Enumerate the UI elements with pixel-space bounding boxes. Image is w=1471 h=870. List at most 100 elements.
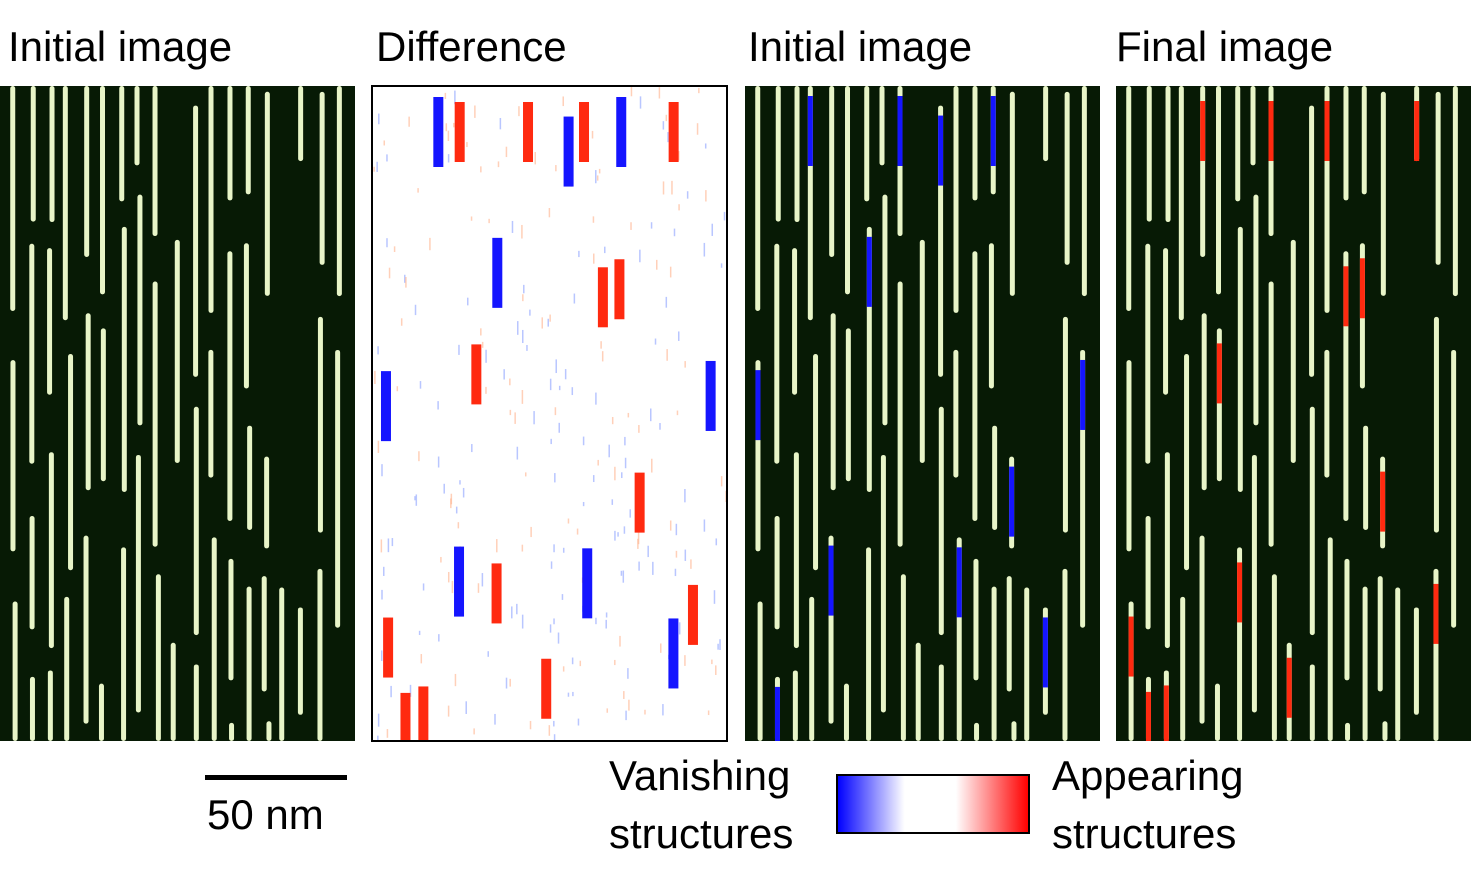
nanowire-segment	[1345, 722, 1351, 741]
difference-noise	[523, 284, 525, 294]
nanowire-segment	[1363, 425, 1369, 531]
nanowire-segment	[813, 354, 819, 571]
difference-noise	[557, 632, 560, 644]
nanowire-segment	[972, 251, 978, 521]
nanowire-segment	[1064, 91, 1070, 265]
difference-noise	[381, 589, 383, 600]
appearing-segment	[1268, 101, 1274, 161]
nanowire-segment	[297, 607, 303, 715]
appearing-segment	[1163, 685, 1169, 741]
difference-noise	[720, 263, 723, 268]
nanowire-segment	[1237, 226, 1243, 493]
difference-appearing-blob	[541, 658, 552, 719]
initial-image-afm	[0, 86, 355, 741]
difference-noise	[558, 422, 560, 433]
nanowire-segment	[336, 86, 342, 297]
difference-noise	[383, 566, 385, 576]
difference-noise	[494, 713, 496, 725]
difference-noise	[438, 634, 440, 642]
appearing-segment	[1433, 583, 1439, 644]
nanowire-segment	[29, 243, 35, 464]
nanowire-segment	[100, 86, 106, 295]
difference-noise	[595, 170, 597, 184]
nanowire-segment	[1377, 576, 1383, 692]
difference-noise	[522, 294, 524, 302]
difference-noise	[473, 728, 475, 735]
nanowire-segment	[121, 547, 127, 741]
nanowire-segment	[845, 328, 851, 482]
nanowire-segment	[193, 105, 199, 377]
difference-noise	[393, 246, 396, 252]
difference-noise	[390, 685, 392, 698]
difference-noise	[614, 466, 616, 481]
nanowire-segment	[1235, 86, 1241, 202]
nanowire-segment	[1024, 587, 1030, 741]
nanowire-segment	[829, 86, 835, 257]
difference-noise	[571, 387, 574, 396]
difference-noise	[624, 436, 626, 446]
initial-image-overlay-panel	[745, 86, 1100, 741]
nanowire-segment	[62, 86, 68, 321]
difference-noise	[419, 381, 422, 389]
difference-noise	[582, 501, 585, 507]
nanowire-segment	[85, 313, 91, 491]
difference-vanishing-blob	[705, 360, 716, 431]
difference-noise	[374, 370, 376, 384]
difference-noise	[677, 331, 680, 341]
difference-noise	[550, 438, 552, 445]
difference-noise	[704, 143, 707, 149]
difference-noise	[373, 166, 375, 172]
difference-noise	[377, 346, 379, 355]
difference-noise	[466, 142, 468, 148]
nanowire-segment	[900, 574, 906, 741]
difference-noise	[595, 617, 597, 625]
nanowire-segment	[49, 86, 55, 223]
nanowire-segment	[794, 86, 800, 223]
vanishing-segment	[1042, 617, 1048, 688]
difference-noise	[522, 329, 524, 344]
nanowire-segment	[68, 354, 74, 571]
appearing-segment	[1128, 616, 1134, 677]
difference-appearing-blob	[597, 267, 608, 328]
nanowire-segment	[897, 281, 903, 547]
difference-noise	[408, 116, 410, 127]
difference-appearing-blob	[668, 102, 679, 162]
difference-noise	[391, 538, 394, 547]
difference-noise	[662, 121, 665, 130]
difference-noise	[567, 692, 570, 697]
difference-noise	[614, 659, 616, 666]
nanowire-segment	[1344, 558, 1350, 681]
difference-noise	[377, 735, 379, 740]
difference-noise	[386, 238, 388, 248]
nanowire-segment	[211, 537, 217, 741]
difference-noise	[487, 651, 489, 657]
difference-vanishing-blob	[492, 237, 503, 308]
difference-noise	[592, 216, 595, 223]
difference-noise	[505, 146, 508, 158]
difference-noise	[703, 519, 706, 532]
difference-noise	[678, 622, 681, 635]
difference-noise	[684, 489, 686, 503]
difference-noise	[488, 218, 490, 224]
difference-image-panel	[371, 85, 728, 742]
difference-noise	[577, 718, 580, 726]
difference-noise	[673, 228, 676, 237]
difference-noise	[555, 359, 557, 374]
nanowire-segment	[991, 586, 997, 741]
difference-noise	[567, 518, 570, 524]
difference-noise	[509, 409, 512, 416]
panel-title-difference: Difference	[376, 23, 567, 70]
nanowire-segment	[1290, 239, 1296, 463]
nanowire-segment	[1268, 281, 1274, 547]
difference-noise	[674, 568, 677, 577]
difference-noise	[518, 106, 520, 117]
initial-image-vanishing-overlay	[745, 86, 1100, 741]
final-image-panel	[1116, 86, 1471, 741]
difference-noise	[554, 407, 557, 416]
nanowire-segment	[1361, 86, 1367, 195]
vanishing-segment	[956, 547, 962, 618]
difference-noise	[514, 412, 516, 424]
difference-noise	[578, 250, 580, 258]
difference-noise	[380, 650, 383, 661]
difference-background	[373, 87, 726, 740]
